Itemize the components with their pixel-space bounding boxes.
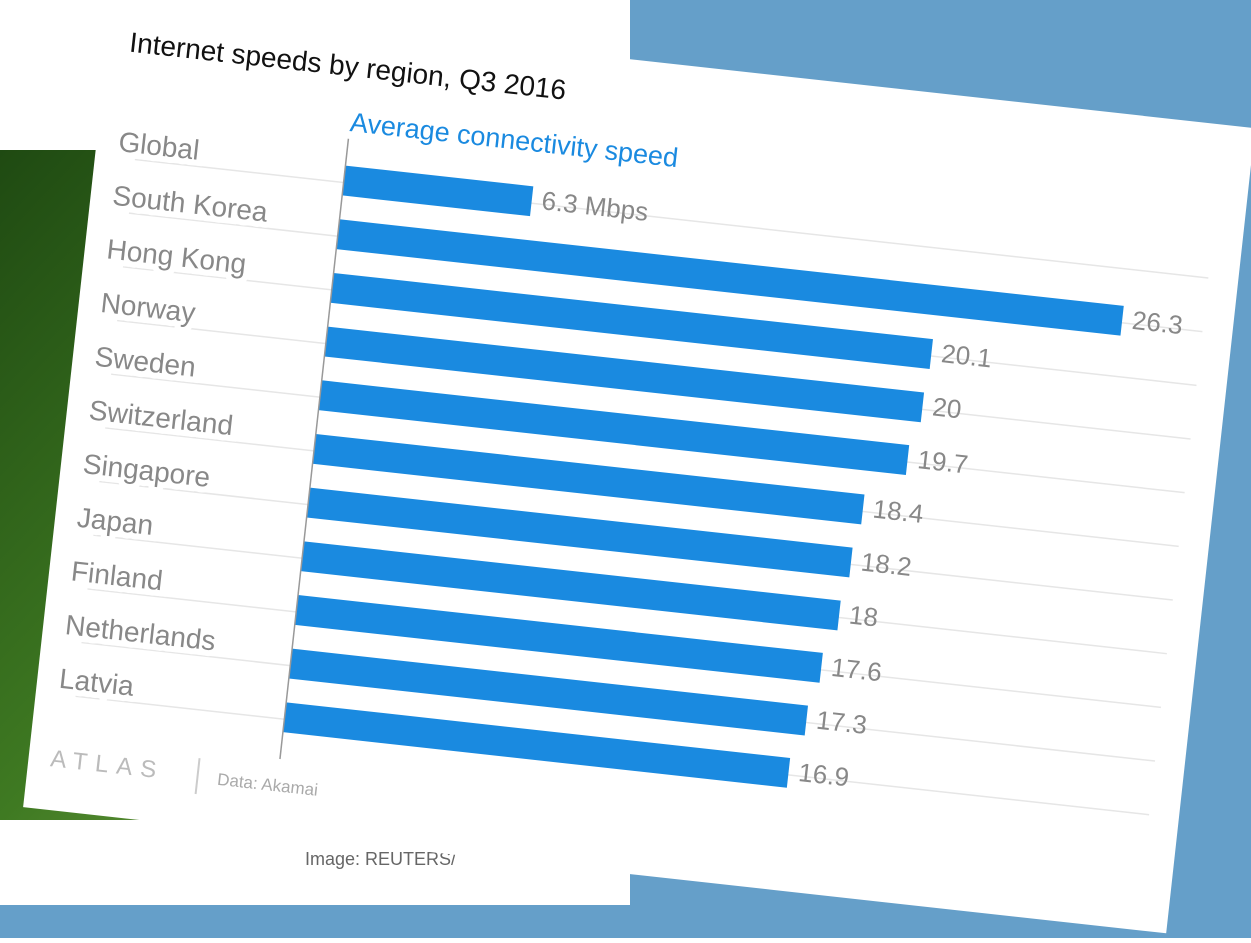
chart-card: Internet speeds by region, Q3 2016 Avera… [23,2,1251,934]
value-label: 17.3 [815,705,869,740]
bar [312,433,865,525]
bar [342,165,534,217]
bar [282,702,791,788]
bar [330,272,933,369]
bar [318,380,910,475]
value-label: 19.7 [916,444,970,479]
bar [288,648,808,736]
value-label: 18.4 [871,494,925,529]
caption: Image: REUTERS/ [305,849,456,869]
bar [294,594,823,683]
value-label: 20 [931,391,963,424]
bar [336,219,1124,336]
value-label: 17.6 [830,652,884,687]
value-label: 20.1 [940,338,994,373]
bar [306,487,853,578]
value-label: 18 [848,600,880,633]
value-label: 26.3 [1131,305,1185,340]
row-rule [134,158,1209,279]
value-label: 18.2 [859,547,913,582]
value-label: 16.9 [797,757,851,792]
bar [300,541,841,631]
divider [194,758,201,795]
axis-line [279,138,350,760]
bar [324,326,925,423]
